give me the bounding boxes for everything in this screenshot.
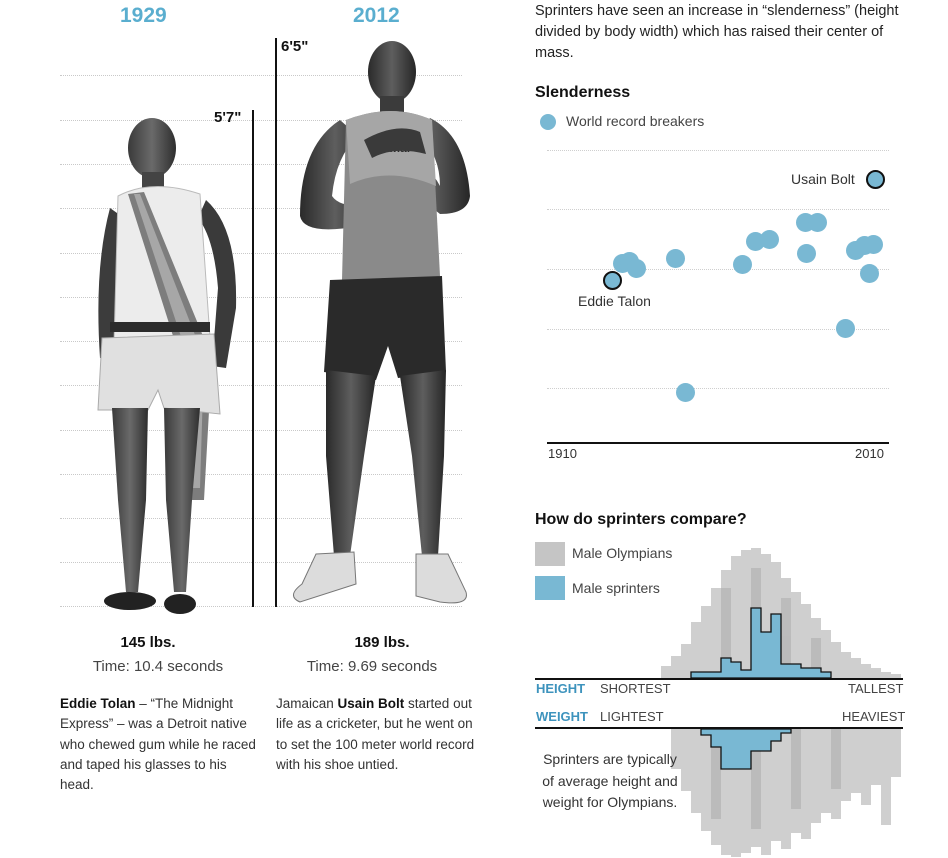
olympians-swatch xyxy=(535,542,565,566)
tolan-bio-text: – “The Midnight Express” – was a Detroit… xyxy=(60,696,256,792)
tolan-bio-name: Eddie Tolan xyxy=(60,696,136,711)
weight-low: LIGHTEST xyxy=(600,709,664,724)
compare-note: Sprinters are typically of average heigh… xyxy=(542,751,678,811)
bolt-time: Time: 9.69 seconds xyxy=(306,658,438,675)
weight-rule xyxy=(535,727,903,729)
tolan-weight: 145 lbs. xyxy=(120,634,176,651)
height-label: HEIGHT xyxy=(536,681,586,696)
intro-text: Sprinters have seen an increase in “slen… xyxy=(535,3,899,62)
legend-label: World record breakers xyxy=(566,113,705,129)
year-2012: 2012 xyxy=(353,4,400,27)
data-point xyxy=(733,255,752,274)
bolt-point-label: Usain Bolt xyxy=(791,171,855,187)
legend-dot xyxy=(540,114,556,130)
x-axis-start: 1910 xyxy=(548,446,577,461)
x-axis-end: 2010 xyxy=(855,446,884,461)
data-point xyxy=(860,264,879,283)
height-rule xyxy=(535,678,903,680)
bolt-bio: Jamaican Usain Bolt started out life as … xyxy=(276,694,476,775)
data-point xyxy=(627,259,646,278)
bolt-point xyxy=(866,170,885,189)
sprinters-legend: Male sprinters xyxy=(572,580,660,596)
tolan-height-label: 5'7" xyxy=(214,109,242,126)
data-point xyxy=(808,213,827,232)
height-distribution xyxy=(661,548,901,678)
weight-distribution xyxy=(671,729,901,857)
tolan-point xyxy=(603,271,622,290)
weight-high: HEAVIEST xyxy=(842,709,906,724)
bolt-height-label: 6'5" xyxy=(281,38,309,55)
height-low: SHORTEST xyxy=(600,681,671,696)
data-point xyxy=(666,249,685,268)
year-1929: 1929 xyxy=(120,4,167,27)
tolan-bio: Eddie Tolan – “The Midnight Express” – w… xyxy=(60,694,256,795)
data-point xyxy=(760,230,779,249)
tolan-height-line xyxy=(252,110,254,607)
data-point xyxy=(676,383,695,402)
tolan-photo xyxy=(97,118,237,614)
data-point xyxy=(797,244,816,263)
data-point xyxy=(836,319,855,338)
bolt-bio-text: started out life as a cricketer, but he … xyxy=(276,696,475,772)
bolt-photo: Jamai xyxy=(293,41,470,604)
weight-label: WEIGHT xyxy=(536,709,588,724)
height-high: TALLEST xyxy=(848,681,904,696)
data-point xyxy=(864,235,883,254)
bolt-bio-pre: Jamaican xyxy=(276,696,338,711)
bolt-weight: 189 lbs. xyxy=(354,634,410,651)
bolt-height-line xyxy=(275,38,277,607)
tolan-point-label: Eddie Talon xyxy=(578,293,651,309)
sprinters-swatch xyxy=(535,576,565,600)
x-axis xyxy=(547,442,889,444)
tolan-time: Time: 10.4 seconds xyxy=(92,658,224,675)
slenderness-title: Slenderness xyxy=(535,84,631,101)
bolt-bio-name: Usain Bolt xyxy=(337,696,405,711)
compare-title: How do sprinters compare? xyxy=(535,511,747,528)
olympians-legend: Male Olympians xyxy=(572,545,673,561)
